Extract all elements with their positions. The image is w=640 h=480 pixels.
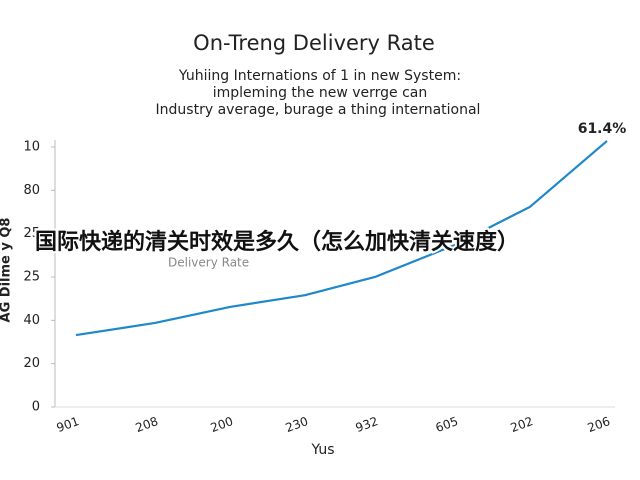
overlay-text: 国际快递的清关时效是多久（怎么加快清关速度） — [35, 229, 519, 255]
x-tick-label: 605 — [434, 414, 460, 435]
data-line — [75, 140, 608, 337]
chart-title: On-Treng Delivery Rate — [193, 31, 435, 55]
y-tick-label: 25 — [23, 226, 40, 241]
y-tick-label: 40 — [23, 313, 40, 328]
x-tick-label: 202 — [509, 414, 535, 435]
chart-subtitle: Industry average, burage a thing interna… — [156, 102, 481, 118]
x-tick-label: 901 — [55, 414, 81, 435]
data-label: 61.4% — [578, 121, 627, 137]
y-tick-label: 80 — [23, 183, 40, 198]
y-tick-label: 0 — [32, 400, 40, 415]
x-axis-label: Yus — [310, 442, 334, 458]
y-tick-label: 20 — [23, 356, 40, 371]
x-tick-label: 206 — [586, 414, 612, 435]
chart-subtitle: impleming the new verrge can — [213, 85, 427, 101]
y-axis-label: AG Dilme y Q8 — [0, 218, 14, 323]
y-tick-label: 25 — [23, 270, 40, 285]
x-tick-label: 932 — [354, 414, 380, 435]
x-tick-label: 208 — [134, 414, 160, 435]
x-tick-label: 230 — [284, 414, 310, 435]
legend-label: Delivery Rate — [168, 256, 249, 270]
chart-subtitle: Yuhiing Internations of 1 in new System: — [178, 68, 461, 84]
y-tick-label: 10 — [23, 140, 40, 155]
x-tick-label: 200 — [209, 414, 235, 435]
